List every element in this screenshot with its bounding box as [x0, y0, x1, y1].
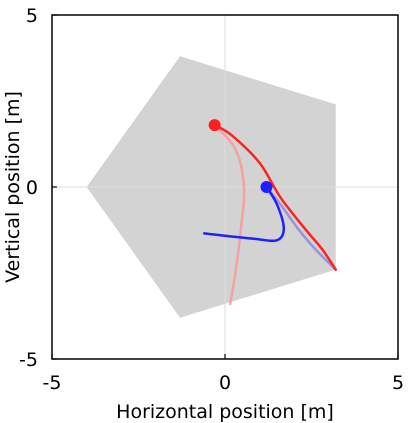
x-axis-title: Horizontal position [m] — [116, 401, 334, 423]
y-tick-label: 0 — [26, 177, 38, 199]
y-tick-label: -5 — [19, 349, 38, 371]
start-marker-3 — [260, 181, 273, 193]
x-tick-label: 5 — [392, 372, 404, 394]
x-tick-label: -5 — [43, 372, 62, 394]
start-marker-1 — [208, 119, 221, 132]
y-axis-title: Vertical position [m] — [2, 91, 24, 283]
trajectory-line-4 — [265, 185, 337, 271]
axis-ticks: -5 0 5 -5 0 5 — [19, 5, 404, 394]
trajectory-line-2 — [213, 123, 246, 306]
x-tick-label: 0 — [219, 372, 231, 394]
trajectory-line-1 — [213, 123, 337, 271]
plot-area — [52, 15, 398, 359]
y-tick-label: 5 — [26, 5, 38, 27]
trajectory-line-3 — [202, 185, 286, 243]
